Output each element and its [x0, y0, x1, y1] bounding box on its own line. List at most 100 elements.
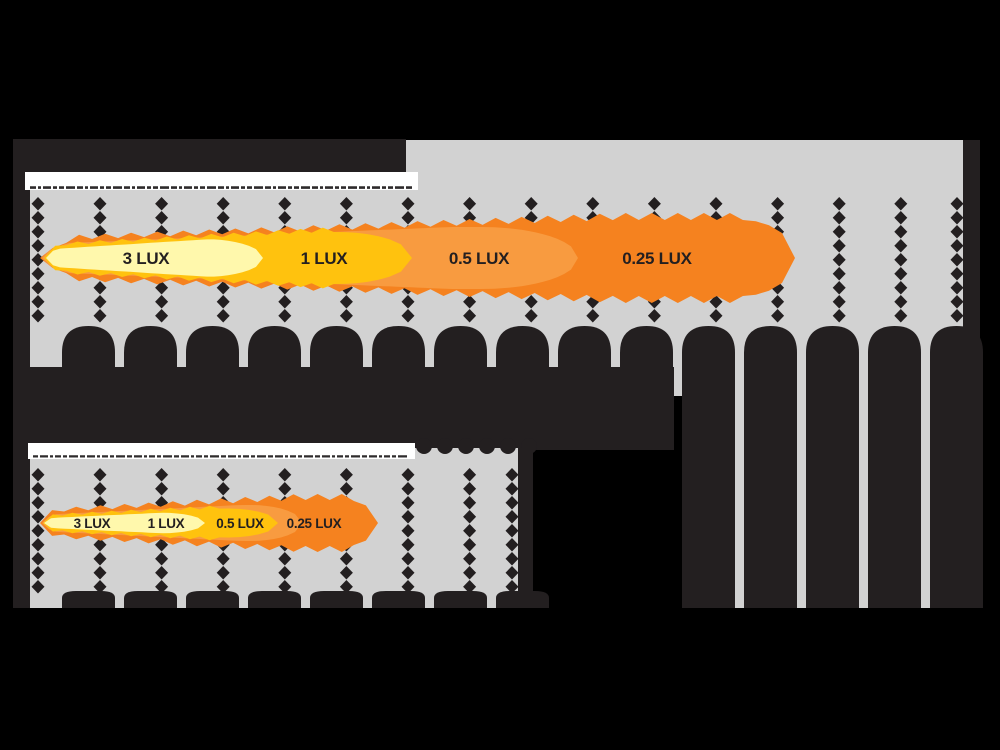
distance-pill-row-top: [62, 326, 983, 608]
tick-diamond: [401, 566, 415, 580]
tick-diamond: [709, 309, 723, 323]
tick-diamond: [93, 538, 107, 552]
tick-diamond: [463, 482, 477, 496]
tick-diamond: [950, 267, 964, 281]
distance-pill: [186, 326, 239, 370]
tick-diamond: [339, 309, 353, 323]
tick-diamond: [832, 309, 846, 323]
tick-diamond: [155, 580, 169, 594]
scallop-bump: [458, 438, 474, 454]
distance-pill: [62, 326, 115, 370]
distance-pill: [434, 591, 487, 608]
tick-diamond: [31, 552, 45, 566]
tick-diamond: [278, 197, 292, 211]
tick-diamond: [216, 566, 230, 580]
tick-diamond: [401, 538, 415, 552]
tick-diamond: [832, 211, 846, 225]
tick-diamond: [647, 197, 661, 211]
tick-diamond: [339, 468, 353, 482]
distance-pill: [806, 326, 859, 608]
tick-diamond: [771, 197, 785, 211]
tick-diamond: [463, 468, 477, 482]
chart-bottom: 3 LUX 1 LUX 0.5 LUX 0.25 LUX: [13, 438, 549, 608]
tick-diamond: [950, 281, 964, 295]
distance-pill: [434, 326, 487, 370]
tick-diamond: [339, 197, 353, 211]
tick-diamond: [401, 197, 415, 211]
divider-band: [13, 367, 674, 450]
distance-pill: [248, 326, 301, 370]
tick-diamond: [463, 538, 477, 552]
tick-diamond: [93, 566, 107, 580]
band-scallop-edge: [416, 438, 537, 454]
lux-label-05-top: 0.5 LUX: [449, 249, 510, 268]
distance-pill: [124, 326, 177, 370]
tick-diamond: [401, 496, 415, 510]
tick-diamond: [894, 295, 908, 309]
tick-diamond: [463, 510, 477, 524]
distance-pill-row-bottom: [62, 591, 549, 608]
tick-diamond: [31, 197, 45, 211]
title-strip-bottom: [28, 443, 415, 459]
tick-diamond: [505, 496, 519, 510]
tick-diamond: [950, 239, 964, 253]
tick-diamond: [93, 496, 107, 510]
tick-diamond: [278, 211, 292, 225]
beam-bottom: [40, 494, 378, 552]
tick-diamond: [832, 253, 846, 267]
tick-diamond: [31, 566, 45, 580]
distance-pill: [310, 591, 363, 608]
tick-diamond: [950, 225, 964, 239]
tick-diamond: [155, 552, 169, 566]
tick-diamond: [586, 197, 600, 211]
tick-diamond: [278, 552, 292, 566]
tick-diamond: [832, 225, 846, 239]
lux-label-3-top: 3 LUX: [123, 249, 171, 268]
tick-diamond: [216, 309, 230, 323]
lux-label-025-top: 0.25 LUX: [622, 249, 692, 268]
tick-diamond: [832, 267, 846, 281]
tick-diamond: [950, 295, 964, 309]
distance-pill: [372, 326, 425, 370]
tick-diamond: [216, 552, 230, 566]
distance-pill: [496, 326, 549, 370]
tick-diamond: [463, 295, 477, 309]
tick-diamond: [463, 496, 477, 510]
tick-diamond: [31, 239, 45, 253]
tick-diamond: [155, 566, 169, 580]
tick-diamond: [31, 496, 45, 510]
beam-layer-3: [46, 239, 263, 277]
tick-diamond: [278, 309, 292, 323]
tick-diamond: [463, 197, 477, 211]
tick-diamond: [401, 580, 415, 594]
tick-diamond: [155, 197, 169, 211]
tick-diamond: [463, 566, 477, 580]
distance-pill: [682, 326, 735, 608]
tick-diamond: [31, 309, 45, 323]
tick-diamond: [950, 211, 964, 225]
tick-diamond: [93, 468, 107, 482]
tick-diamond: [505, 524, 519, 538]
tick-diamond: [216, 211, 230, 225]
tick-diamond: [155, 468, 169, 482]
distance-pill: [372, 591, 425, 608]
tick-diamond: [31, 211, 45, 225]
tick-diamond: [709, 295, 723, 309]
tick-diamond: [155, 482, 169, 496]
tick-diamond: [93, 211, 107, 225]
tick-diamond: [31, 267, 45, 281]
tick-diamond: [31, 510, 45, 524]
tick-diamond: [524, 309, 538, 323]
tick-diamond: [216, 482, 230, 496]
tick-diamond: [771, 211, 785, 225]
distance-pill: [620, 326, 673, 370]
tick-diamond: [950, 253, 964, 267]
distance-pill: [186, 591, 239, 608]
tick-diamond: [31, 225, 45, 239]
tick-diamond: [278, 580, 292, 594]
tick-diamond: [93, 309, 107, 323]
tick-diamond: [216, 580, 230, 594]
tick-diamond: [155, 309, 169, 323]
